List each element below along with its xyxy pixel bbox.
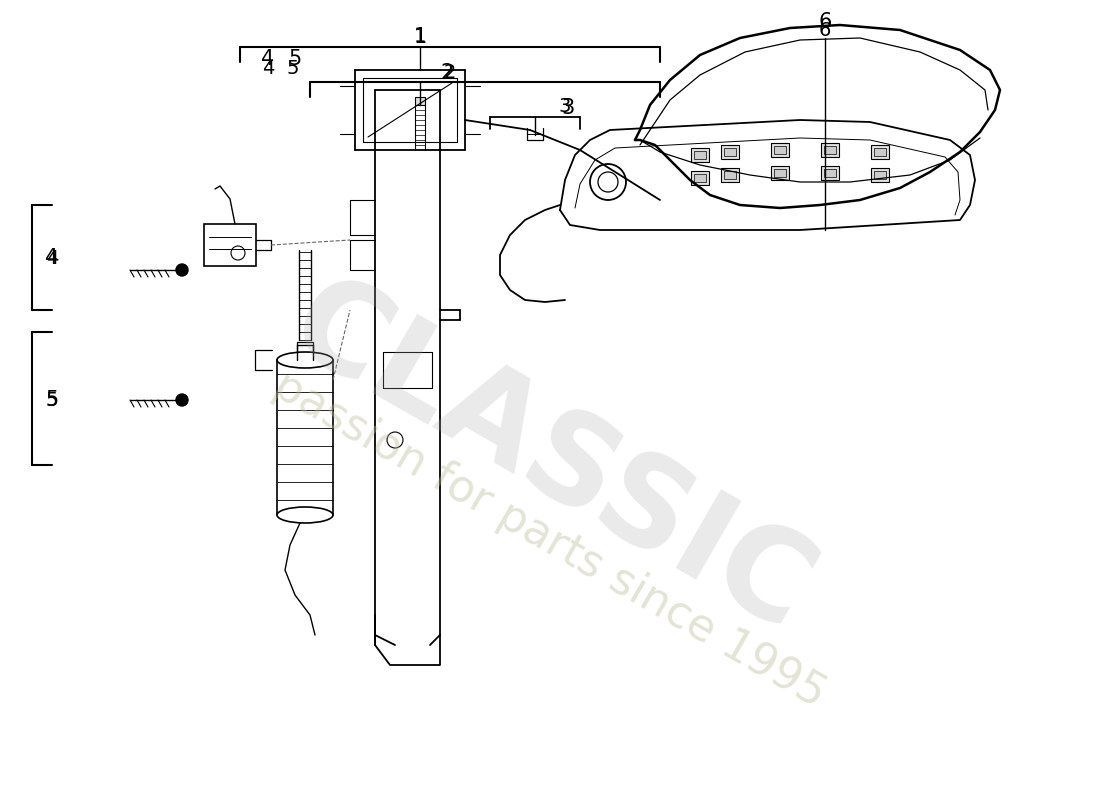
Bar [204, 224, 256, 266]
Circle shape [176, 394, 188, 406]
Ellipse shape [277, 507, 333, 523]
Text: 2: 2 [443, 62, 456, 82]
Bar [821, 166, 839, 180]
Text: 5: 5 [287, 58, 299, 78]
Text: 2: 2 [440, 63, 453, 83]
Bar [724, 148, 736, 156]
Text: CLASSIC: CLASSIC [268, 262, 832, 658]
Ellipse shape [277, 352, 333, 368]
Bar [297, 342, 313, 354]
Bar [720, 145, 739, 159]
Text: 4: 4 [45, 248, 58, 268]
Bar [874, 171, 886, 179]
Bar [694, 151, 706, 159]
Bar [774, 169, 786, 177]
Text: 5: 5 [45, 390, 58, 410]
Bar [691, 148, 710, 162]
Text: 6: 6 [818, 12, 832, 32]
Bar [824, 146, 836, 154]
Bar [871, 168, 889, 182]
Bar [821, 143, 839, 157]
Text: 6: 6 [818, 21, 832, 39]
Bar [691, 171, 710, 185]
Bar [771, 143, 789, 157]
Text: passion for parts since 1995: passion for parts since 1995 [266, 364, 834, 716]
Circle shape [176, 264, 188, 276]
Text: 1: 1 [414, 27, 427, 47]
Bar [874, 148, 886, 156]
Text: 4: 4 [46, 249, 58, 267]
Bar [694, 174, 706, 182]
Bar [774, 146, 786, 154]
Bar [415, 97, 425, 105]
Text: 3: 3 [559, 98, 571, 117]
Text: 4: 4 [262, 58, 274, 78]
Text: 5: 5 [46, 390, 58, 410]
Bar [771, 166, 789, 180]
Text: 1: 1 [414, 26, 426, 46]
Text: 3: 3 [561, 98, 574, 118]
Text: 4: 4 [262, 49, 275, 69]
Bar [720, 168, 739, 182]
Text: 5: 5 [288, 49, 301, 69]
Bar [871, 145, 889, 159]
Bar [824, 169, 836, 177]
Bar [724, 171, 736, 179]
